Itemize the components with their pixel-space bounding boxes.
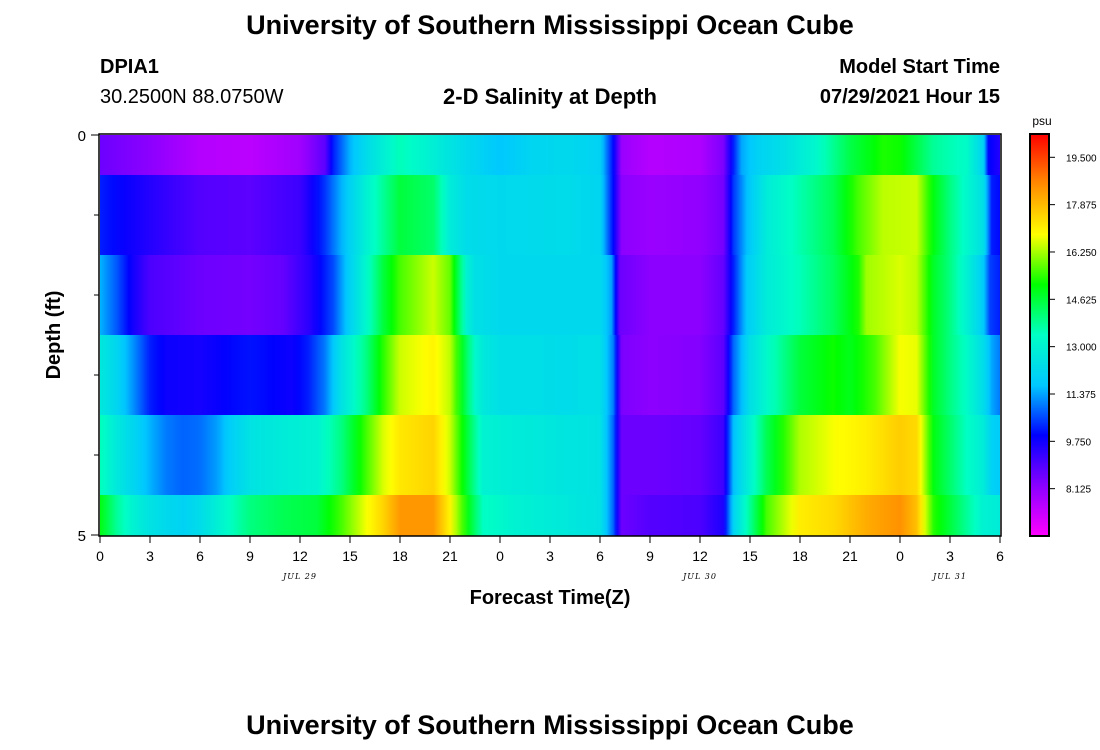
x-tick-label: 3: [546, 548, 554, 564]
x-tick-label: 9: [646, 548, 654, 564]
x-tick-label: 18: [392, 548, 408, 564]
colorbar-tick-label: 16.250: [1066, 248, 1097, 259]
date-label: JUL 29: [281, 572, 317, 581]
colorbar-unit: psu: [1032, 114, 1051, 128]
colorbar-tick-label: 17.875: [1066, 201, 1097, 212]
heatmap-layer-1: [100, 135, 1000, 176]
colorbar-tick-label: 11.375: [1066, 390, 1096, 401]
colorbar-ticks: 19.500 17.875 16.250 14.625 13.000 11.375 9.75…: [1049, 153, 1097, 496]
station-id: DPIA1: [100, 56, 159, 78]
y-tick-label: 5: [78, 528, 86, 545]
chart-subtitle: 2-D Salinity at Depth: [443, 84, 657, 109]
y-axis: 05: [78, 128, 99, 545]
station-coordinates: 30.2500N 88.0750W: [100, 86, 284, 108]
heatmap-layer-4: [100, 335, 1000, 416]
colorbar-tick-label: 19.500: [1066, 153, 1097, 164]
colorbar-tick-label: 13.000: [1066, 343, 1097, 354]
x-tick-label: 9: [246, 548, 254, 564]
x-tick-label: 15: [342, 548, 358, 564]
x-tick-label: 21: [842, 548, 858, 564]
heatmap-layer-2: [100, 175, 1000, 256]
heatmap-layer-3: [100, 255, 1000, 336]
y-axis-label: Depth (ft): [43, 291, 65, 380]
colorbar-scale: [1029, 133, 1050, 537]
y-tick-label: 0: [78, 128, 86, 145]
x-tick-label: 6: [196, 548, 204, 564]
x-tick-label: 15: [742, 548, 758, 564]
model-start-label: Model Start Time: [839, 56, 1000, 78]
x-tick-label: 6: [596, 548, 604, 564]
x-tick-label: 3: [146, 548, 154, 564]
x-axis: 0 3 6 9 12 15 18 21 0 3 6 9 12 15 18 21 0 3 6 JUL 29 JUL 30 J…: [96, 536, 1004, 581]
colorbar-tick-label: 9.750: [1066, 437, 1091, 448]
x-tick-label: 0: [896, 548, 904, 564]
x-tick-label: 12: [692, 548, 708, 564]
date-label: JUL 30: [681, 572, 717, 581]
x-tick-label: 0: [96, 548, 104, 564]
chart-title: University of Southern Mississippi Ocean…: [246, 10, 854, 40]
x-tick-label: 12: [292, 548, 308, 564]
date-label: JUL 31: [931, 572, 967, 581]
colorbar: psu: [1029, 114, 1052, 537]
heatmap-layer-5: [100, 415, 1000, 496]
model-start-value: 07/29/2021 Hour 15: [819, 86, 1000, 108]
x-tick-label: 0: [496, 548, 504, 564]
x-tick-label: 3: [946, 548, 954, 564]
x-tick-label: 6: [996, 548, 1004, 564]
x-axis-label: Forecast Time(Z): [470, 587, 631, 609]
footer-title: University of Southern Mississippi Ocean…: [246, 710, 854, 740]
colorbar-tick-label: 8.125: [1066, 485, 1091, 496]
x-tick-label: 21: [442, 548, 458, 564]
x-tick-label: 18: [792, 548, 808, 564]
heatmap-layer-6: [100, 495, 1000, 536]
heatmap-layers: [100, 135, 1000, 536]
colorbar-tick-label: 14.625: [1066, 295, 1097, 306]
